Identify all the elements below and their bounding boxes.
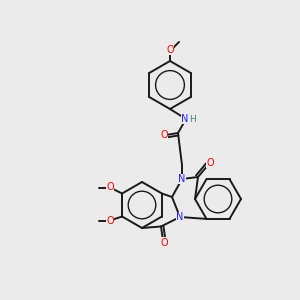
Text: O: O <box>160 130 168 140</box>
Text: O: O <box>160 238 168 248</box>
Text: O: O <box>106 182 114 191</box>
Text: N: N <box>178 174 186 184</box>
Text: H: H <box>189 115 195 124</box>
Text: O: O <box>166 45 174 55</box>
Text: O: O <box>106 217 114 226</box>
Text: N: N <box>176 212 184 222</box>
Text: O: O <box>206 158 214 168</box>
Text: N: N <box>181 114 189 124</box>
